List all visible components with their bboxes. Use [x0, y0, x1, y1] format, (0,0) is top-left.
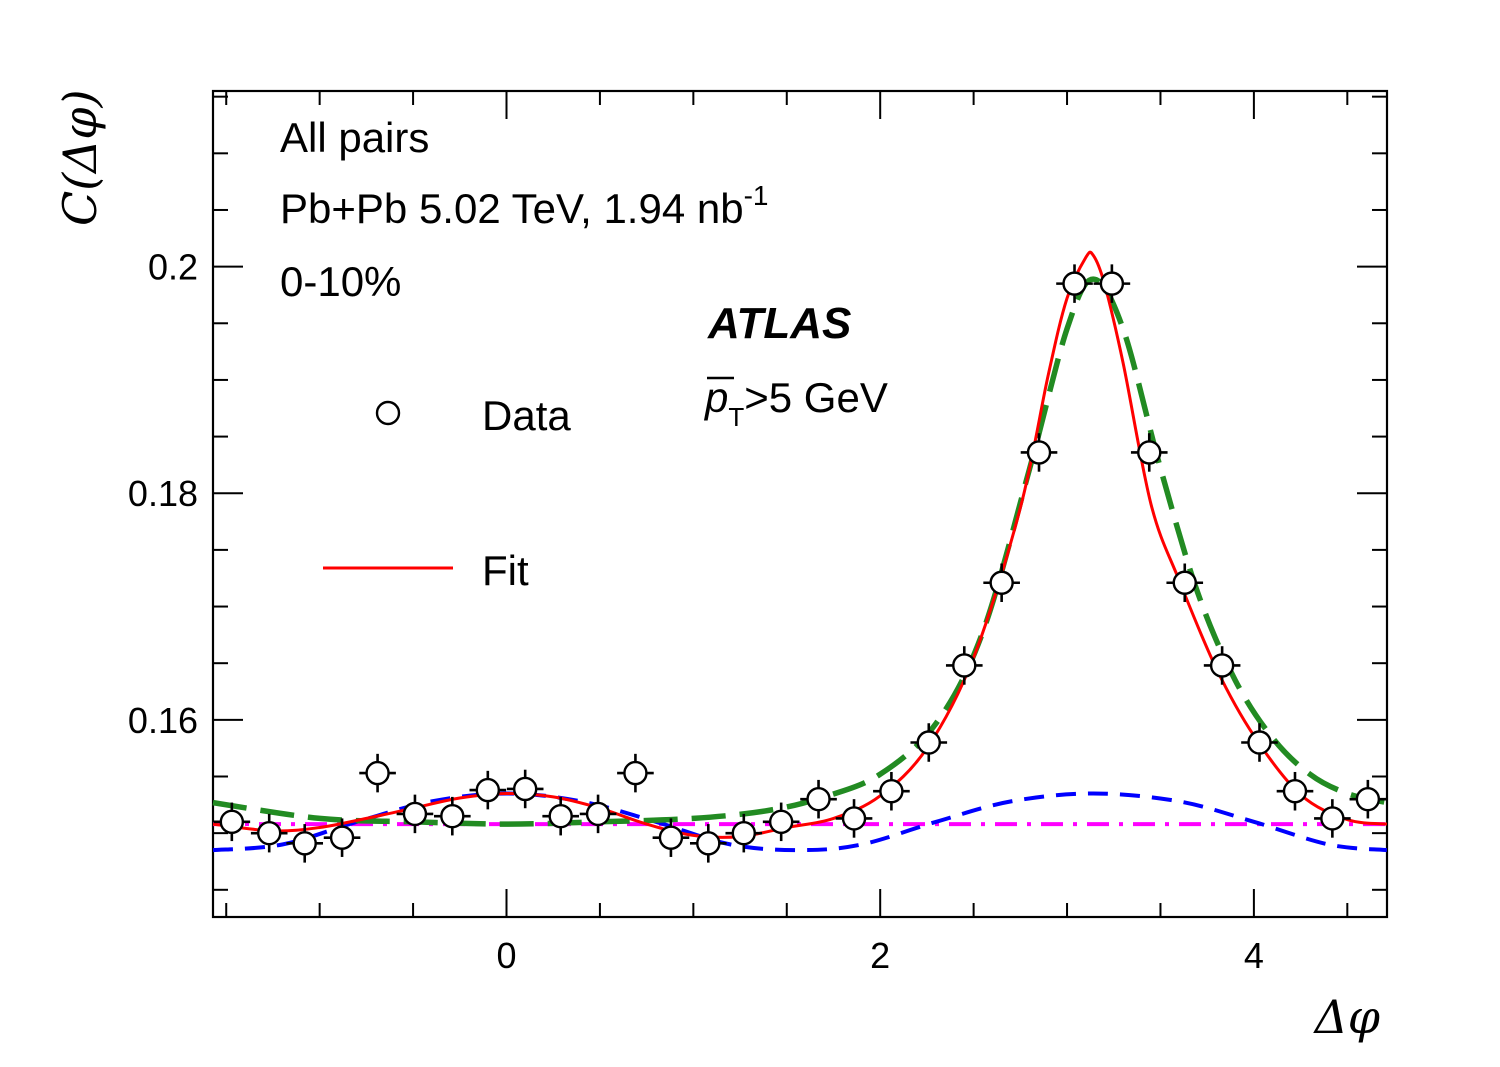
data-point [1099, 271, 1125, 296]
data-point [365, 760, 390, 786]
data-point [1062, 271, 1087, 296]
centrality-label: 0-10% [280, 258, 401, 305]
pairs-label: All pairs [280, 114, 429, 161]
plot-frame [211, 89, 1389, 919]
data-point [1247, 730, 1272, 755]
data-point [989, 570, 1014, 595]
data-point [292, 831, 317, 856]
legend-data-label: Data [482, 392, 571, 439]
data-point [952, 653, 977, 678]
pt-cut-label: pT>5 GeV [703, 374, 888, 432]
system-superscript: -1 [744, 180, 769, 211]
pt-symbol: p [703, 374, 728, 421]
legend-fit-label: Fit [482, 547, 529, 594]
pt-cut-text: >5 GeV [744, 374, 888, 421]
data-point [1026, 440, 1052, 465]
axis-tick-labels: 0 2 4 0.16 0.18 0.2 [128, 247, 1264, 976]
legend-data-marker [375, 400, 401, 426]
atlas-label: ATLAS [707, 299, 851, 348]
data-point [585, 801, 611, 827]
pt-subscript: T [728, 402, 744, 432]
data-point [696, 831, 721, 856]
data-point [257, 820, 282, 846]
x-axis-label: Δφ [1313, 990, 1381, 1044]
data-point [916, 730, 941, 755]
legend: Data Fit [323, 392, 571, 594]
data-point [658, 825, 684, 850]
data-point [1355, 786, 1381, 812]
data-point [548, 803, 573, 829]
data-point [329, 825, 355, 850]
data-point [1137, 440, 1162, 465]
data-point [841, 806, 867, 831]
data-point [623, 760, 648, 786]
data-point [512, 776, 538, 802]
system-text: Pb+Pb 5.02 TeV, 1.94 nb [280, 185, 744, 232]
data-point [731, 820, 756, 846]
data-point [1320, 806, 1345, 831]
data-point [402, 801, 428, 827]
x-tick-label: 0 [496, 935, 516, 976]
data-point [806, 786, 831, 812]
data-point [768, 809, 794, 835]
data-point [879, 779, 904, 804]
data-point [440, 803, 465, 829]
away-side-curve [212, 276, 1388, 827]
x-tick-label: 2 [870, 935, 890, 976]
y-axis-label: C(Δφ) [53, 89, 107, 226]
y-tick-label: 0.18 [128, 473, 198, 514]
x-tick-label: 4 [1244, 935, 1264, 976]
system-label: Pb+Pb 5.02 TeV, 1.94 nb-1 [280, 180, 769, 232]
axis-ticks [213, 91, 1387, 917]
data-point [1282, 779, 1308, 804]
data-point [1209, 653, 1235, 678]
y-tick-label: 0.2 [148, 247, 198, 288]
y-tick-label: 0.16 [128, 700, 198, 741]
data-point [1172, 570, 1197, 595]
data-points [213, 264, 1387, 863]
data-point [219, 809, 245, 835]
data-point [475, 777, 501, 803]
